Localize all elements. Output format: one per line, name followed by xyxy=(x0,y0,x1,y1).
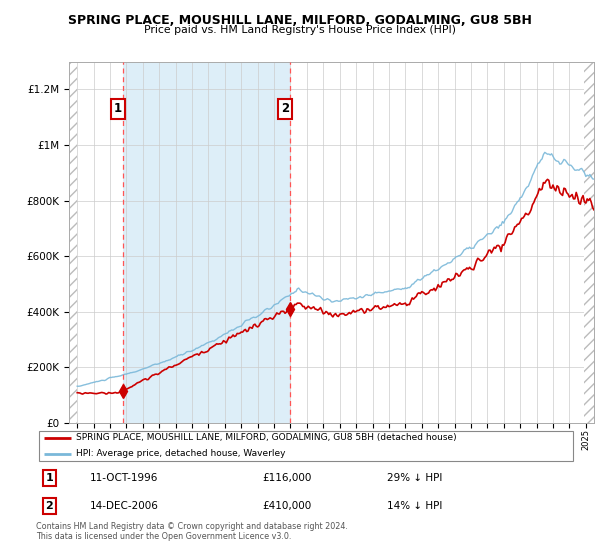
Text: 2: 2 xyxy=(281,102,289,115)
Text: £410,000: £410,000 xyxy=(263,501,312,511)
Text: Price paid vs. HM Land Registry's House Price Index (HPI): Price paid vs. HM Land Registry's House … xyxy=(144,25,456,35)
Text: 29% ↓ HPI: 29% ↓ HPI xyxy=(387,473,442,483)
Text: Contains HM Land Registry data © Crown copyright and database right 2024.
This d: Contains HM Land Registry data © Crown c… xyxy=(36,522,348,542)
Text: HPI: Average price, detached house, Waverley: HPI: Average price, detached house, Wave… xyxy=(77,449,286,459)
Text: 14% ↓ HPI: 14% ↓ HPI xyxy=(387,501,442,511)
Text: 1: 1 xyxy=(114,102,122,115)
Text: 11-OCT-1996: 11-OCT-1996 xyxy=(90,473,158,483)
FancyBboxPatch shape xyxy=(39,431,574,461)
Text: 2: 2 xyxy=(46,501,53,511)
Bar xyxy=(123,62,290,423)
Text: £116,000: £116,000 xyxy=(263,473,312,483)
Text: SPRING PLACE, MOUSHILL LANE, MILFORD, GODALMING, GU8 5BH (detached house): SPRING PLACE, MOUSHILL LANE, MILFORD, GO… xyxy=(77,433,457,442)
Text: SPRING PLACE, MOUSHILL LANE, MILFORD, GODALMING, GU8 5BH: SPRING PLACE, MOUSHILL LANE, MILFORD, GO… xyxy=(68,14,532,27)
Text: 14-DEC-2006: 14-DEC-2006 xyxy=(90,501,159,511)
Text: 1: 1 xyxy=(46,473,53,483)
